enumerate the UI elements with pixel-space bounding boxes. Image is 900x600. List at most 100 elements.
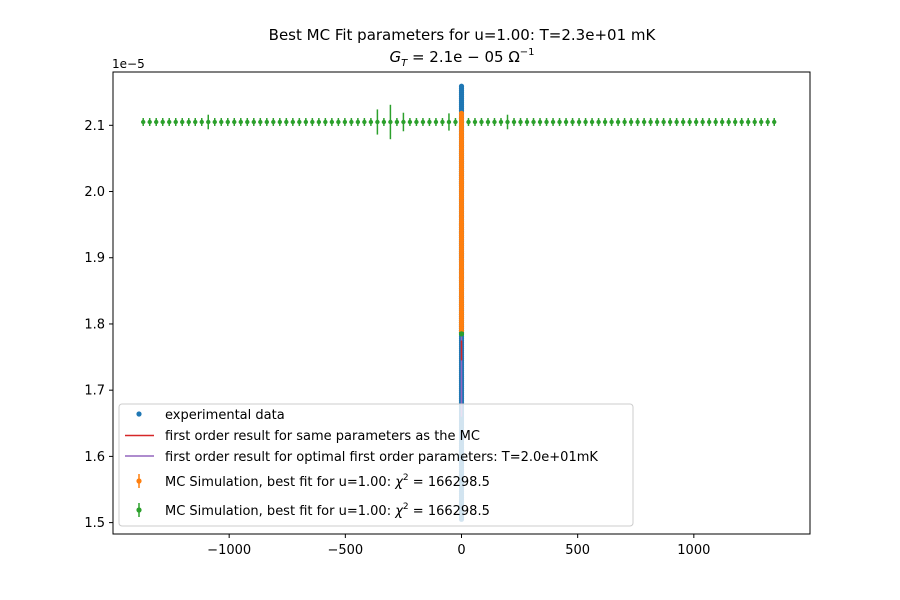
legend-4-sup: 2 [403,502,409,512]
x-tick-label: 500 [565,543,590,558]
green-point [661,119,666,125]
green-point [745,119,751,125]
y-offset-label: 1e−5 [112,57,145,71]
legend-label-4: MC Simulation, best fit for u=1.00: χ2 =… [165,502,490,519]
green-point [687,119,692,125]
legend-box [118,403,634,527]
legend-item-first-order-optimal: first order result for optimal first ord… [125,450,598,465]
green-point [622,119,627,125]
green-point [310,119,315,125]
green-point [667,119,673,125]
green-point [511,119,517,125]
green-point [342,119,348,125]
legend-3-prefix: MC Simulation, best fit for u=1.00: [165,475,395,490]
green-point [284,119,289,125]
green-point [518,119,523,125]
y-tick-label: 1.8 [84,317,105,332]
green-point [706,119,712,125]
green-point [557,119,562,125]
orange-point [458,110,465,116]
legend-item-first-order-same: first order result for same parameters a… [125,429,480,444]
green-point [167,119,172,125]
green-point [368,119,374,125]
green-point [589,119,595,125]
green-point [576,119,582,125]
y-axis: 1.5 1.6 1.7 1.8 1.9 2.0 2.1 [84,119,113,531]
green-point [726,119,731,125]
green-point [609,119,614,125]
green-point [674,119,679,125]
data-point [458,83,465,89]
green-point [693,119,699,125]
green-point [570,119,575,125]
series-mc-green [141,104,777,140]
legend-label-3: MC Simulation, best fit for u=1.00: χ2 =… [165,473,490,490]
green-point [154,119,159,125]
green-point [752,119,757,125]
green-point [680,119,686,125]
green-point [362,119,367,125]
green-point [414,119,419,125]
green-point [739,119,744,125]
green-point [219,119,224,125]
green-point [466,119,471,125]
green-point [388,119,393,125]
green-point [245,119,250,125]
green-point [225,119,230,125]
green-point [531,119,536,125]
legend-4-value: = 166298.5 [409,504,490,519]
series-mc-orange [458,110,465,334]
y-tick-label: 2.1 [84,119,105,134]
y-tick-label: 2.0 [84,185,105,200]
x-tick-label: −500 [327,543,363,558]
legend-marker-blue [136,411,142,417]
legend-marker-orange [136,478,142,484]
legend-label-2: first order result for optimal first ord… [165,450,598,465]
green-point [303,119,309,125]
green-point [212,119,217,125]
green-point [765,119,770,125]
green-point [615,119,621,125]
green-point [193,119,198,125]
green-point [251,119,256,125]
x-axis: −1000 −500 0 500 1000 [207,534,710,558]
green-point [719,119,725,125]
y-tick-label: 1.5 [84,516,105,531]
green-point [206,119,211,125]
legend-3-chi: χ [394,475,404,490]
green-point [544,119,549,125]
green-point [420,119,426,125]
green-point [732,119,738,125]
legend: experimental data first order result for… [118,403,634,527]
green-point [290,119,296,125]
subtitle-sup: −1 [520,47,535,58]
green-point [264,119,270,125]
green-point [297,119,302,125]
green-point [628,119,634,125]
green-point [186,119,191,125]
green-point [446,119,452,125]
green-point [180,119,185,125]
green-point [381,119,387,125]
green-point [323,119,328,125]
subtitle-g: G [389,48,401,66]
green-point [654,119,660,125]
green-point [433,119,439,125]
green-point [583,119,588,125]
y-tick-label: 1.7 [84,384,105,399]
legend-label-0: experimental data [165,408,285,423]
legend-3-value: = 166298.5 [409,475,490,490]
legend-3-sup: 2 [403,473,409,483]
legend-4-chi: χ [394,504,404,519]
green-point [329,119,335,125]
green-point [772,119,777,125]
green-extra-point [458,331,465,337]
green-point [141,119,146,125]
green-point [394,119,400,125]
green-point [336,119,341,125]
green-point [479,119,484,125]
green-point [537,119,543,125]
x-tick-label: 0 [457,543,465,558]
chart-title: Best MC Fit parameters for u=1.00: T=2.3… [269,26,657,44]
green-point [440,119,445,125]
